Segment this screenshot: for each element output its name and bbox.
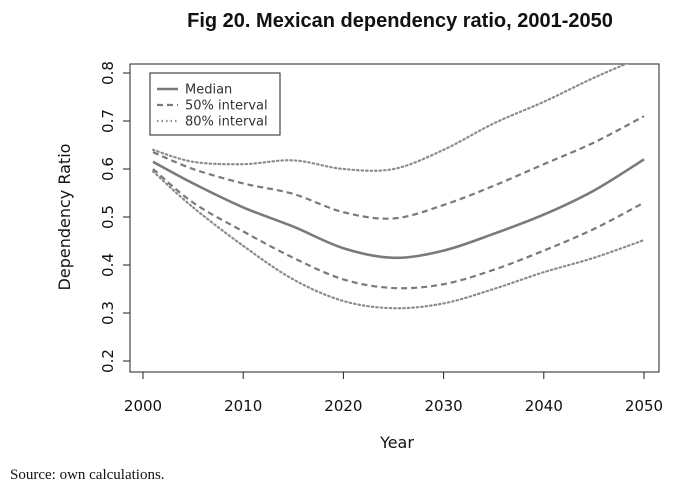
x-tick-label: 2040 [525, 397, 563, 415]
legend-label: 80% interval [185, 115, 268, 130]
series-line-80-interval [151, 64, 629, 172]
x-tick-label: 2050 [625, 397, 663, 415]
y-tick-label: 0.8 [99, 61, 117, 85]
x-tick-label: 2030 [425, 397, 463, 415]
y-tick-label: 0.6 [99, 157, 117, 181]
x-axis-title: Year [379, 433, 414, 452]
y-tick-label: 0.7 [99, 109, 117, 133]
y-tick-label: 0.4 [99, 253, 117, 277]
series-line-50-interval-lower [152, 168, 645, 290]
legend-label: Median [185, 83, 232, 98]
series-layer [151, 64, 646, 310]
dependency-ratio-chart: Fig 20. Mexican dependency ratio, 2001-2… [55, 10, 663, 452]
legend-label: 50% interval [185, 99, 268, 114]
y-axis-title: Dependency Ratio [55, 144, 74, 291]
x-tick-label: 2000 [124, 397, 162, 415]
x-axis: 2000 2010 2020 2030 2040 2050 [124, 371, 663, 415]
x-tick-label: 2010 [224, 397, 262, 415]
y-tick-label: 0.3 [99, 301, 117, 325]
series-line-median [152, 158, 645, 260]
source-note: Source: own calculations. [10, 467, 165, 483]
y-tick-label: 0.2 [99, 349, 117, 373]
x-tick-label: 2020 [324, 397, 362, 415]
series-line-80-interval-lower [151, 170, 646, 310]
series-line-50-interval [152, 115, 645, 220]
y-axis: 0.2 0.3 0.4 0.5 0.6 0.7 0.8 [99, 61, 131, 373]
chart-title: Fig 20. Mexican dependency ratio, 2001-2… [187, 10, 613, 32]
y-tick-label: 0.5 [99, 205, 117, 229]
